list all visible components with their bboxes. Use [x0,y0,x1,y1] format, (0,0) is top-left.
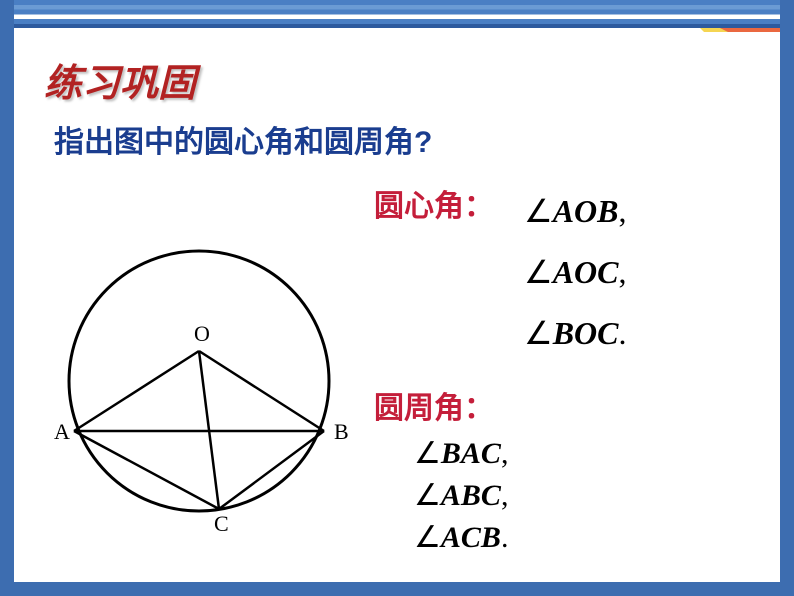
frame-border-right [780,0,794,596]
central-angle-values: ∠AOB, ∠AOC, ∠BOC. [524,181,626,363]
angle-value: ∠AOC, [524,242,626,303]
frame-border-left [0,0,14,596]
main-area: O A B C 圆心角： ∠AOB, ∠AOC, ∠BOC. 圆周角： ∠BAC, ∠… [44,181,750,559]
slide-content: 练习巩固 指出图中的圆心角和圆周角? O A B C 圆心角： ∠AOB, ∠AOC,… [14,32,780,582]
angle-value: ∠ACB. [414,517,750,559]
svg-text:C: C [214,511,229,536]
inscribed-angle-label: 圆周角： [374,383,524,427]
angle-value: ∠ABC, [414,475,750,517]
frame-border-bottom [0,582,794,596]
frame-border-top [0,0,794,28]
inscribed-angle-values: ∠BAC, ∠ABC, ∠ACB. [374,433,750,559]
svg-text:A: A [54,419,70,444]
angle-value: ∠BAC, [414,433,750,475]
slide-title: 练习巩固 [44,52,750,107]
svg-text:B: B [334,419,349,444]
inscribed-angle-row: 圆周角： [374,383,750,427]
answers-area: 圆心角： ∠AOB, ∠AOC, ∠BOC. 圆周角： ∠BAC, ∠ABC, … [354,181,750,559]
central-angle-label: 圆心角： [374,181,524,225]
geometry-diagram: O A B C [44,211,354,551]
slide-frame: 练习巩固 指出图中的圆心角和圆周角? O A B C 圆心角： ∠AOB, ∠AOC,… [0,0,794,596]
angle-value: ∠AOB, [524,181,626,242]
central-angle-row: 圆心角： ∠AOB, ∠AOC, ∠BOC. [374,181,750,363]
slide-question: 指出图中的圆心角和圆周角? [54,117,750,161]
svg-text:O: O [194,321,210,346]
angle-value: ∠BOC. [524,303,626,364]
